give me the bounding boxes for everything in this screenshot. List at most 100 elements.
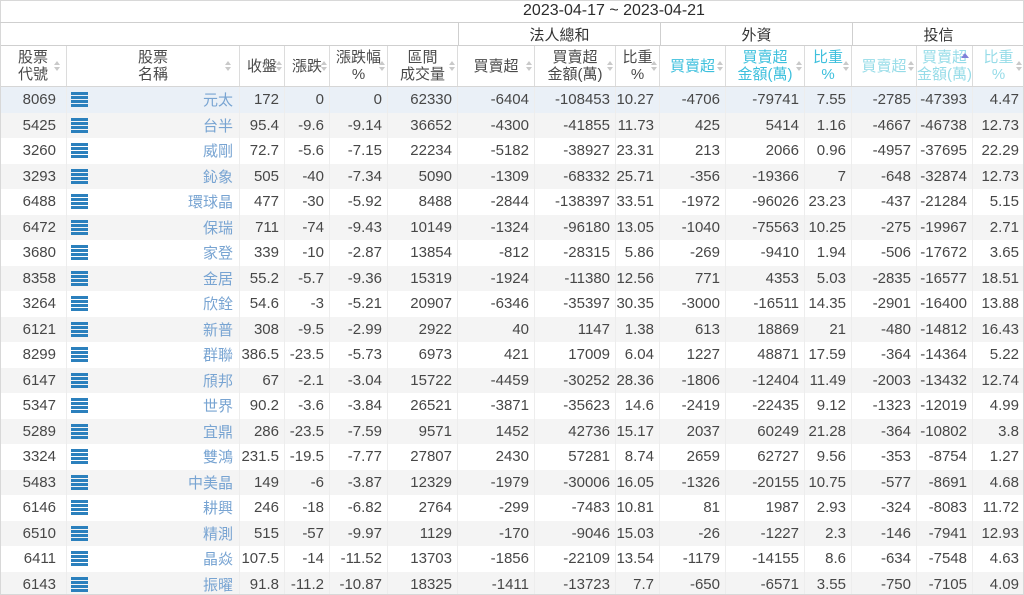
stock-name-link[interactable]: 金居 bbox=[202, 270, 233, 288]
cell-vol: 26521 bbox=[388, 393, 458, 419]
list-icon[interactable] bbox=[71, 270, 88, 286]
col-header-volume[interactable]: 區間 成交量 bbox=[388, 46, 458, 86]
cell-for_net: 213 bbox=[660, 138, 726, 164]
stock-name-link[interactable]: 鈊象 bbox=[202, 168, 233, 186]
cell-inst_amt: -108453 bbox=[535, 87, 616, 113]
table-row: 5289 宜鼎 286 -23.5 -7.59 9571 1452 42736 15.17 203… bbox=[0, 418, 1024, 444]
col-header-foreign-net[interactable]: 買賣超 bbox=[660, 46, 726, 86]
cell-tru_amt: -10802 bbox=[917, 418, 973, 444]
list-icon[interactable] bbox=[71, 398, 88, 414]
list-icon[interactable] bbox=[71, 449, 88, 465]
cell-inst_amt: -22109 bbox=[535, 546, 616, 572]
cell-inst_amt: -68332 bbox=[535, 163, 616, 189]
list-icon[interactable] bbox=[71, 194, 88, 210]
cell-chg_pct: -7.59 bbox=[330, 418, 388, 444]
list-icon[interactable] bbox=[71, 219, 88, 235]
stock-name-link[interactable]: 新普 bbox=[202, 321, 233, 339]
cell-tru_w: 4.47 bbox=[989, 91, 1019, 109]
cell-inst_net: 421 bbox=[458, 342, 535, 368]
stock-name-link[interactable]: 威剛 bbox=[202, 143, 233, 161]
cell-for_amt: 48871 bbox=[726, 342, 805, 368]
cell-tru_amt: -19967 bbox=[917, 214, 973, 240]
col-header-foreign-amount[interactable]: 買賣超 金額(萬) bbox=[726, 46, 805, 86]
cell-name: 振曜 bbox=[67, 571, 240, 595]
cell-tru_net: -364 bbox=[852, 418, 917, 444]
cell-inst_w: 12.56 bbox=[616, 265, 660, 291]
list-icon[interactable] bbox=[71, 245, 88, 261]
col-header-inst-weight[interactable]: 比重 % bbox=[616, 46, 660, 86]
list-icon[interactable] bbox=[71, 296, 88, 312]
cell-for_w: 1.16 bbox=[805, 112, 852, 138]
stock-name-link[interactable]: 群聯 bbox=[202, 347, 233, 365]
cell-name: 雙鴻 bbox=[67, 444, 240, 470]
cell-tru_amt: -8754 bbox=[917, 444, 973, 470]
stock-name-link[interactable]: 雙鴻 bbox=[202, 449, 233, 467]
stock-name-link[interactable]: 欣銓 bbox=[202, 296, 233, 314]
cell-for_w: 17.59 bbox=[805, 342, 852, 368]
cell-close: 55.2 bbox=[240, 265, 285, 291]
list-icon[interactable] bbox=[71, 321, 88, 337]
cell-tru_amt: -8083 bbox=[917, 495, 973, 521]
list-icon[interactable] bbox=[71, 551, 88, 567]
stock-name-link[interactable]: 頎邦 bbox=[202, 372, 233, 390]
list-icon[interactable] bbox=[71, 117, 88, 133]
stock-name-link[interactable]: 家登 bbox=[202, 245, 233, 263]
list-icon[interactable] bbox=[71, 474, 88, 490]
cell-for_w: 7 bbox=[805, 163, 852, 189]
cell-tru_w: 4.68 bbox=[989, 473, 1019, 491]
table-row: 5483 中美晶 149 -6 -3.87 12329 -1979 -30006 16.05 -1… bbox=[0, 469, 1024, 495]
stock-name-link[interactable]: 宜鼎 bbox=[202, 423, 233, 441]
cell-tru_net: -146 bbox=[852, 520, 917, 546]
stock-name-link[interactable]: 振曜 bbox=[202, 576, 233, 594]
cell-name: 家登 bbox=[67, 240, 240, 266]
col-header-inst-amount[interactable]: 買賣超 金額(萬) bbox=[535, 46, 616, 86]
stock-name-link[interactable]: 耕興 bbox=[202, 500, 233, 518]
list-icon[interactable] bbox=[71, 92, 88, 108]
cell-inst_amt: -96180 bbox=[535, 214, 616, 240]
cell-code: 6488 bbox=[0, 189, 67, 215]
col-header-stock-code[interactable]: 股票 代號 bbox=[0, 46, 67, 86]
col-header-change-pct[interactable]: 漲跌幅 % bbox=[330, 46, 388, 86]
stock-name-link[interactable]: 保瑞 bbox=[202, 219, 233, 237]
col-header-close[interactable]: 收盤 bbox=[240, 46, 285, 86]
col-header-stock-name[interactable]: 股票 名稱 bbox=[67, 46, 240, 86]
cell-name: 宜鼎 bbox=[67, 418, 240, 444]
list-icon[interactable] bbox=[71, 168, 88, 184]
column-header-row: 股票 代號 股票 名稱 收盤 漲跌 漲跌幅 % 區間 成交量 買賣超 買賣超 金… bbox=[0, 46, 1024, 87]
cell-for_amt: -96026 bbox=[726, 189, 805, 215]
stock-name-link[interactable]: 精測 bbox=[202, 525, 233, 543]
stock-name-link[interactable]: 晶焱 bbox=[202, 551, 233, 569]
cell-name: 中美晶 bbox=[67, 469, 240, 495]
col-header-change[interactable]: 漲跌 bbox=[285, 46, 330, 86]
cell-inst_net: 1452 bbox=[458, 418, 535, 444]
col-header-foreign-weight[interactable]: 比重 % bbox=[805, 46, 852, 86]
cell-inst_w: 8.74 bbox=[616, 444, 660, 470]
cell-for_net: 1227 bbox=[660, 342, 726, 368]
sort-up-icon bbox=[961, 53, 969, 58]
cell-close: 172 bbox=[240, 87, 285, 113]
cell-vol: 8488 bbox=[388, 189, 458, 215]
list-icon[interactable] bbox=[71, 576, 88, 592]
stock-name-link[interactable]: 元太 bbox=[202, 92, 233, 110]
cell-inst_amt: 17009 bbox=[535, 342, 616, 368]
stock-name-link[interactable]: 世界 bbox=[202, 398, 233, 416]
sort-arrows-icon bbox=[717, 61, 723, 71]
col-header-trust-net[interactable]: 買賣超 bbox=[852, 46, 917, 86]
cell-tru_net: -750 bbox=[852, 571, 917, 595]
cell-tru_w: 1.27 bbox=[989, 448, 1019, 466]
stock-name-link[interactable]: 環球晶 bbox=[187, 194, 233, 212]
list-icon[interactable] bbox=[71, 525, 88, 541]
cell-vol: 5090 bbox=[388, 163, 458, 189]
list-icon[interactable] bbox=[71, 372, 88, 388]
stock-name-link[interactable]: 台半 bbox=[202, 117, 233, 135]
list-icon[interactable] bbox=[71, 347, 88, 363]
list-icon[interactable] bbox=[71, 500, 88, 516]
cell-name: 鈊象 bbox=[67, 163, 240, 189]
stock-name-link[interactable]: 中美晶 bbox=[187, 474, 233, 492]
list-icon[interactable] bbox=[71, 143, 88, 159]
col-header-trust-weight[interactable]: 比重 % bbox=[973, 46, 1024, 86]
col-header-inst-net[interactable]: 買賣超 bbox=[458, 46, 535, 86]
cell-tru_w: 18.51 bbox=[981, 269, 1019, 287]
col-header-trust-amount[interactable]: 買賣超 金額(萬) bbox=[917, 46, 973, 86]
list-icon[interactable] bbox=[71, 423, 88, 439]
